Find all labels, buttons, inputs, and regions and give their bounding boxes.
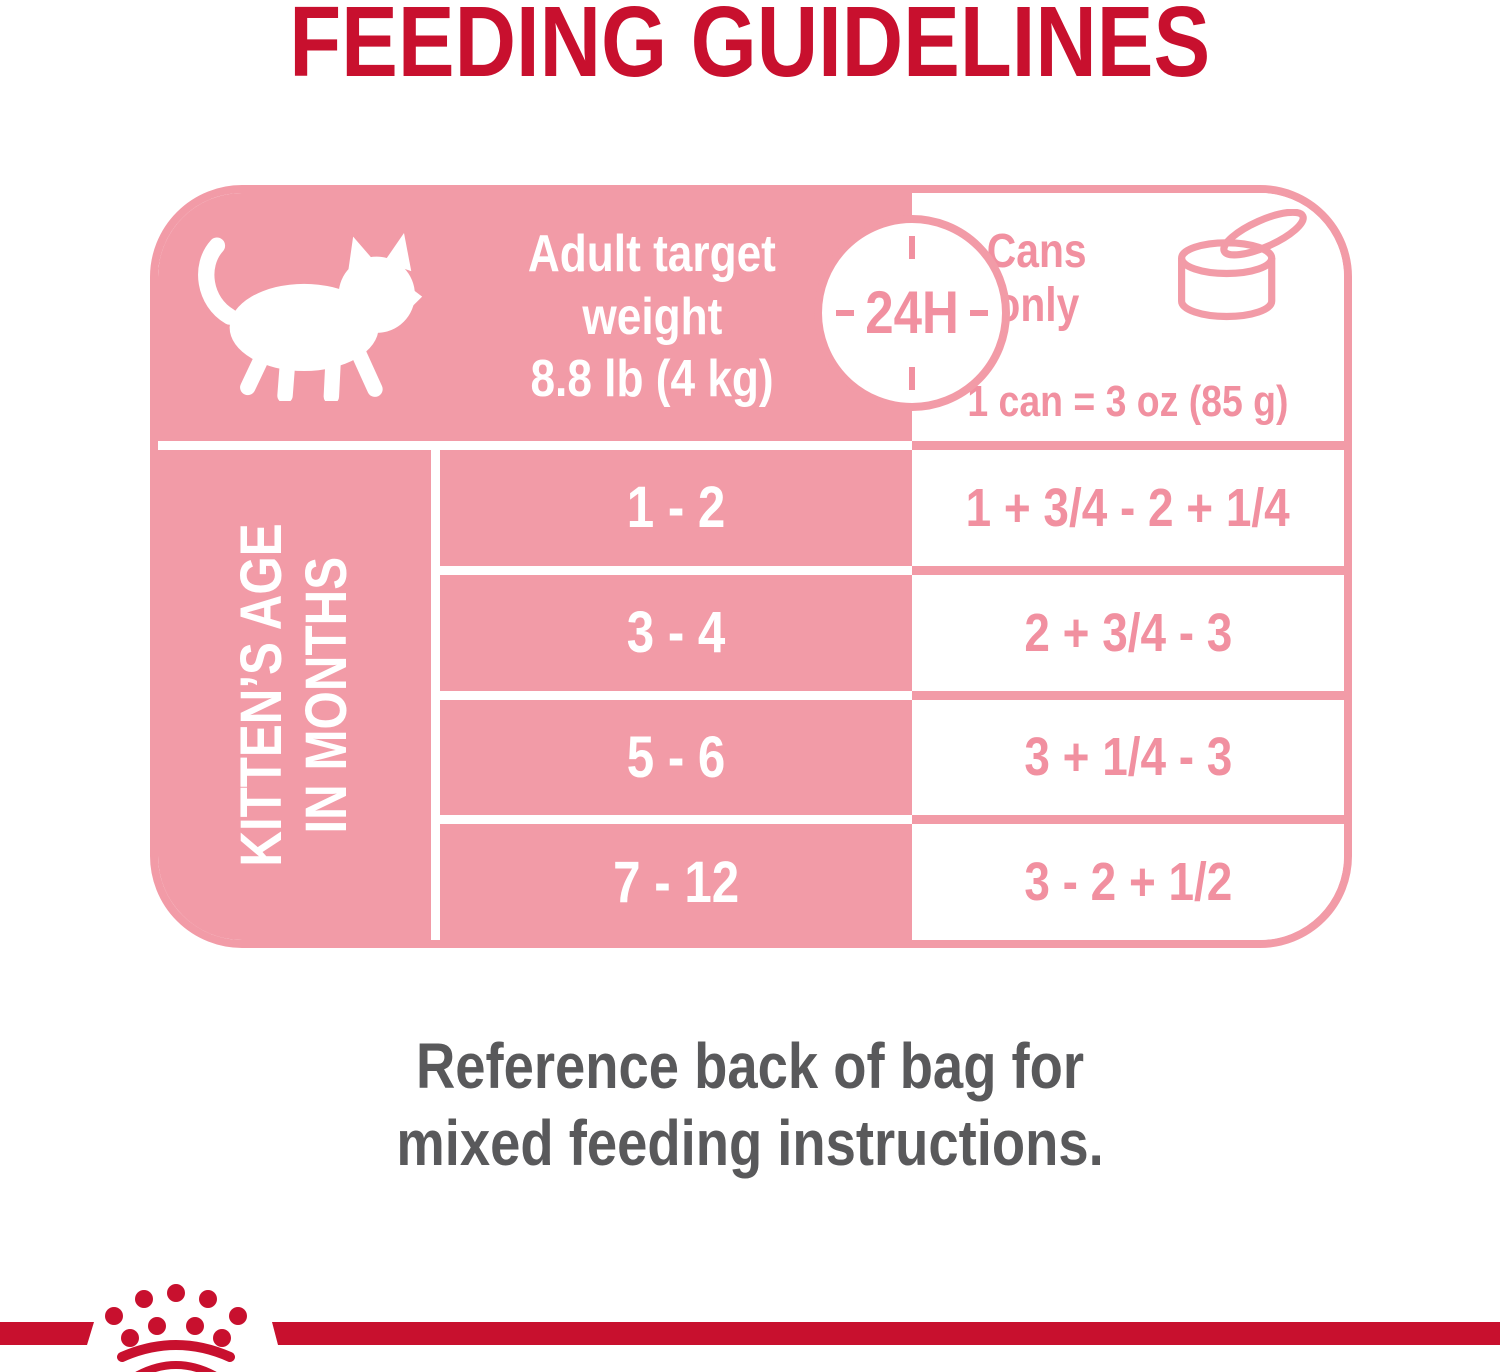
table-row-age: 7 - 12	[440, 815, 912, 940]
clock-tick-top	[909, 236, 915, 259]
mixed-feeding-footnote: Reference back of bag for mixed feeding …	[0, 1028, 1500, 1182]
table-row-age: 1 - 2	[440, 441, 912, 566]
table-row-age: 5 - 6	[440, 690, 912, 816]
weight-line-2: weight	[582, 287, 722, 346]
royal-canin-crown-icon	[105, 1284, 247, 1372]
clock-24h-label: 24H	[865, 279, 959, 346]
footnote-line-1: Reference back of bag for	[415, 1030, 1085, 1102]
footnote-line-2: mixed feeding instructions.	[396, 1106, 1104, 1179]
row-axis-cell: KITTEN’S AGE IN MONTHS	[158, 441, 440, 940]
page-title-text: FEEDING GUIDELINES	[289, 0, 1211, 98]
axis-line-1: KITTEN’S AGE	[228, 523, 294, 867]
table-row-cans: 3 + 1/4 - 3	[912, 690, 1344, 816]
axis-line-2: IN MONTHS	[293, 556, 359, 834]
kittens-age-axis-label: KITTEN’S AGE IN MONTHS	[228, 493, 360, 897]
footer-bar-left	[0, 1322, 94, 1345]
open-can-icon	[1178, 209, 1307, 321]
clock-tick-left	[836, 310, 854, 316]
table-row-cans: 2 + 3/4 - 3	[912, 565, 1344, 691]
adult-target-weight-label: Adult target weight 8.8 lb (4 kg)	[466, 223, 838, 410]
clock-tick-right	[970, 310, 988, 316]
page-title: FEEDING GUIDELINES	[0, 0, 1500, 92]
cans-line-1: Cans	[987, 225, 1087, 278]
weight-line-3: 8.8 lb (4 kg)	[530, 350, 774, 409]
table-header-left: Adult target weight 8.8 lb (4 kg)	[158, 193, 912, 441]
footer-bar-right	[272, 1322, 1500, 1345]
table-row-age: 3 - 4	[440, 565, 912, 691]
table-row-cans: 3 - 2 + 1/2	[912, 815, 1344, 940]
feeding-table: Adult target weight 8.8 lb (4 kg) Cans o…	[150, 185, 1352, 948]
24h-clock-icon: 24H	[814, 215, 1010, 411]
clock-tick-bottom	[909, 367, 915, 390]
table-row-cans: 1 + 3/4 - 2 + 1/4	[912, 441, 1344, 566]
kitten-silhouette-icon	[198, 233, 423, 401]
can-equivalence-note: 1 can = 3 oz (85 g)	[967, 377, 1289, 426]
weight-line-1: Adult target	[527, 225, 776, 284]
